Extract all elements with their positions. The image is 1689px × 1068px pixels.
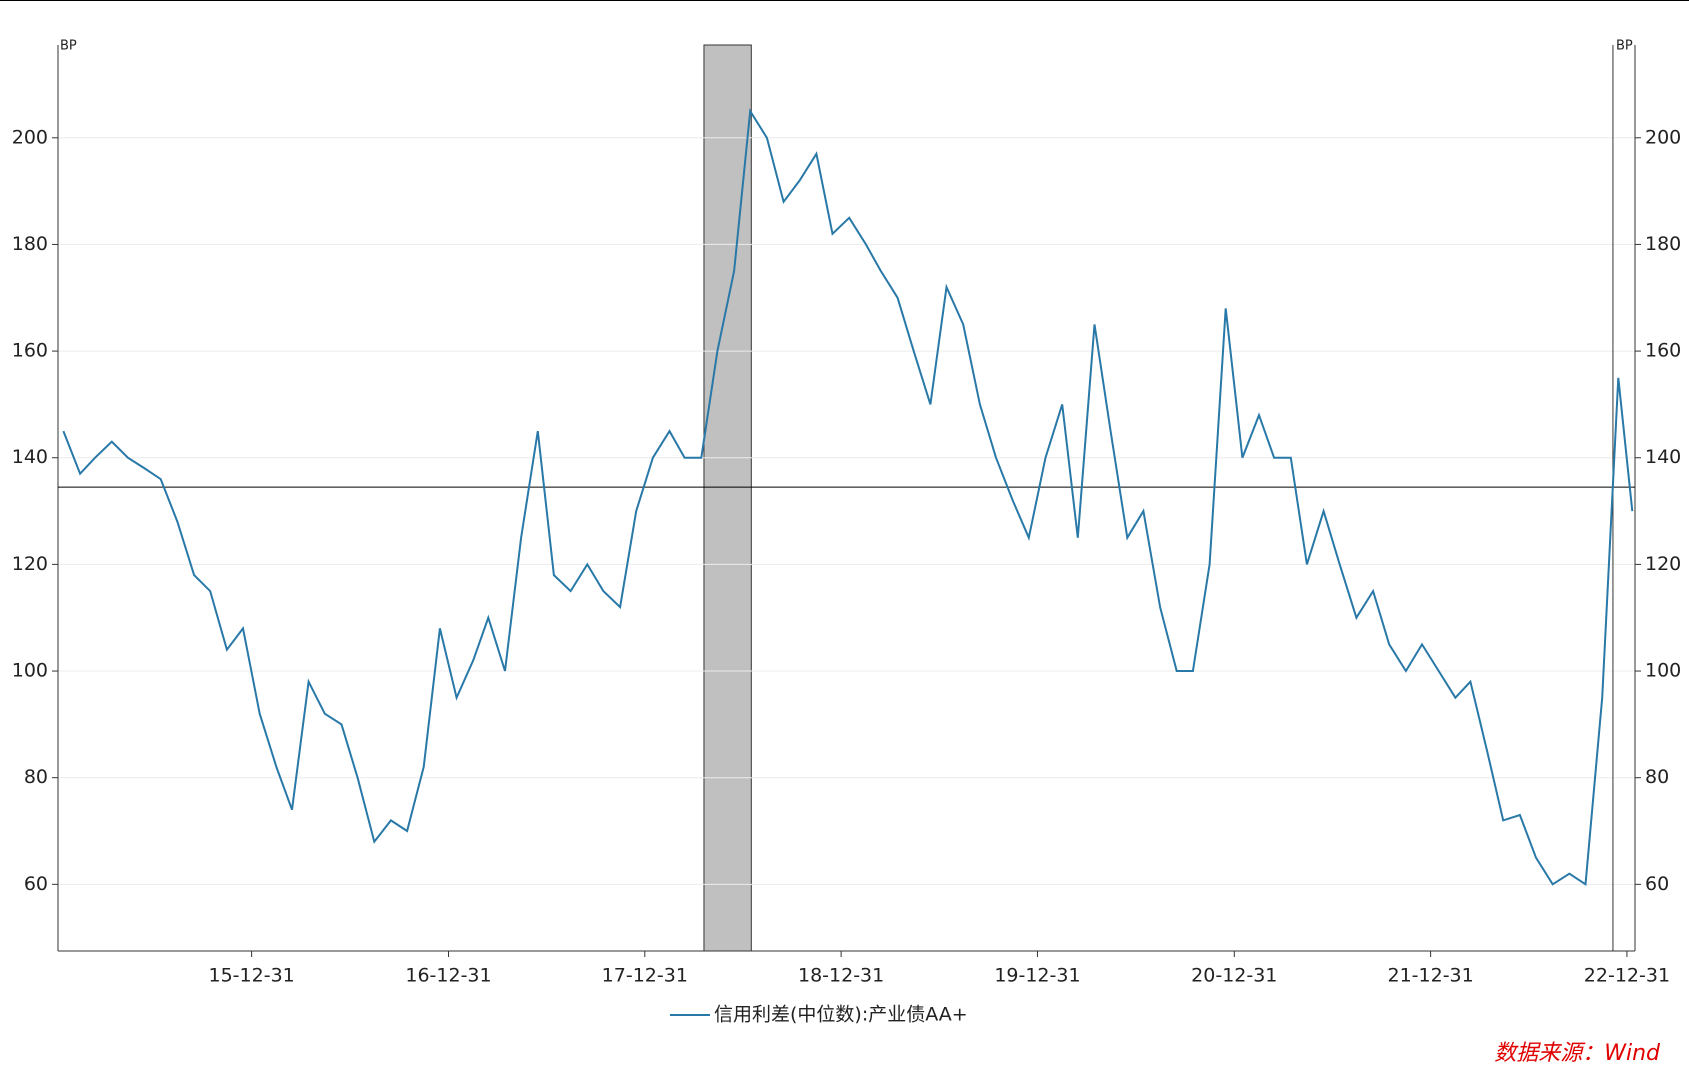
x-tick-label: 18-12-31 <box>798 965 884 987</box>
x-tick-label: 16-12-31 <box>405 965 491 987</box>
x-tick-label: 19-12-31 <box>994 965 1080 987</box>
x-tick-label: 22-12-31 <box>1584 965 1670 987</box>
y-tick-label: 200 <box>12 126 48 148</box>
y-tick-label: 60 <box>24 873 48 895</box>
x-tick-label: 15-12-31 <box>209 965 295 987</box>
x-tick-label: 20-12-31 <box>1191 965 1277 987</box>
y-tick-label: 140 <box>12 446 48 468</box>
y-unit: BP <box>60 39 77 54</box>
y-tick-label: 180 <box>12 233 48 255</box>
legend-label: 信用利差(中位数):产业债AA+ <box>714 1004 968 1026</box>
y2-tick-label: 120 <box>1645 553 1681 575</box>
y-tick-label: 80 <box>24 766 48 788</box>
y2-tick-label: 140 <box>1645 446 1681 468</box>
shaded-period <box>703 44 752 952</box>
y2-tick-label: 60 <box>1645 873 1669 895</box>
y-tick-label: 120 <box>12 553 48 575</box>
y2-tick-label: 200 <box>1645 126 1681 148</box>
source: 数据来源：Wind <box>1494 1041 1661 1066</box>
y-tick-label: 160 <box>12 340 48 362</box>
data-line <box>62 108 1634 887</box>
y2-tick-label: 80 <box>1645 766 1669 788</box>
y2-tick-label: 180 <box>1645 233 1681 255</box>
y2-tick-label: 100 <box>1645 660 1681 682</box>
y2-unit: BP <box>1616 39 1633 54</box>
y2-tick-label: 160 <box>1645 340 1681 362</box>
x-tick-label: 17-12-31 <box>602 965 688 987</box>
y-tick-label: 100 <box>12 660 48 682</box>
x-tick-label: 21-12-31 <box>1387 965 1473 987</box>
